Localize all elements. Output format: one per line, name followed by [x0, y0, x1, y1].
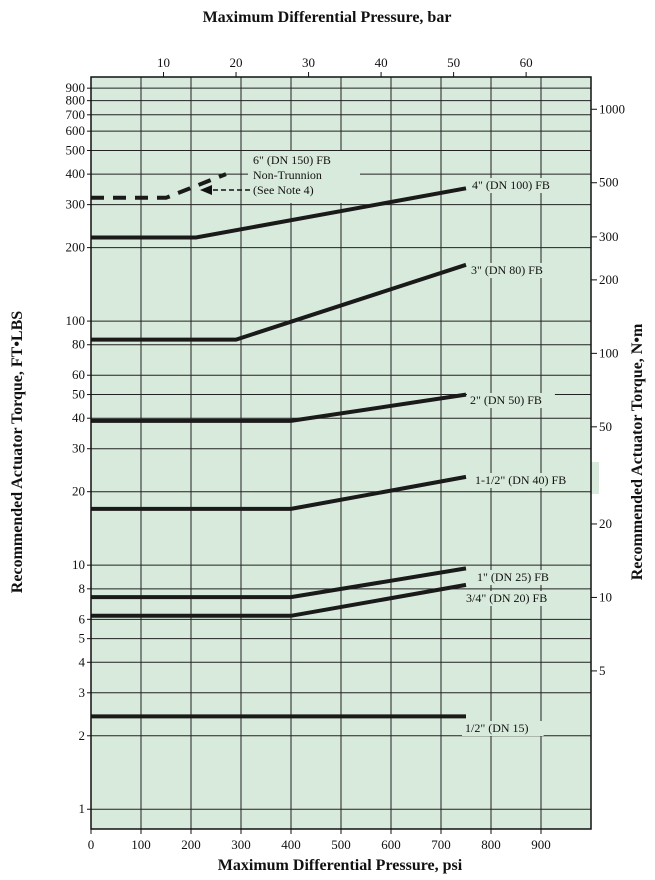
bar-tick-label: 60	[520, 55, 533, 70]
y-right-tick-label: 500	[599, 175, 619, 190]
y-left-tick-label: 8	[79, 581, 86, 596]
series-label: 4" (DN 100) FB	[472, 178, 550, 192]
annotation-line-1: 6" (DN 150) FB	[253, 153, 331, 167]
y-right-tick-label: 20	[599, 516, 612, 531]
y-right-tick-label: 5	[599, 663, 606, 678]
left-y-axis-title: Recommended Actuator Torque, FT•LBS	[9, 311, 26, 593]
x-tick-label: 500	[331, 837, 351, 852]
x-tick-label: 800	[481, 837, 501, 852]
annotation-arrow-head	[200, 185, 212, 195]
y-left-tick-label: 4	[79, 654, 86, 669]
bar-tick-label: 10	[157, 55, 170, 70]
bar-tick-label: 20	[230, 55, 243, 70]
bar-tick-label: 30	[302, 55, 315, 70]
plot-area-extension	[591, 462, 599, 494]
y-left-tick-label: 60	[72, 367, 85, 382]
series-label: 1" (DN 25) FB	[477, 570, 549, 584]
y-right-tick-label: 10	[599, 589, 612, 604]
y-left-tick-label: 3	[79, 685, 86, 700]
y-left-tick-label: 800	[66, 93, 86, 108]
series-label-bg	[462, 721, 544, 736]
y-right-tick-label: 300	[599, 229, 619, 244]
series-label: 3/4" (DN 20) FB	[466, 591, 547, 605]
series-label-bg	[469, 178, 564, 193]
series-label: 1/2" (DN 15)	[465, 721, 529, 735]
annotation-line-2: Non-Trunnion	[253, 168, 322, 182]
series-line	[91, 392, 467, 423]
series-line	[91, 186, 467, 240]
series-label: 2" (DN 50) FB	[470, 393, 542, 407]
y-left-tick-label: 300	[66, 197, 86, 212]
y-left-tick-label: 2	[79, 728, 86, 743]
y-left-tick-label: 600	[66, 123, 86, 138]
annotation-bg	[248, 151, 360, 203]
x-tick-label: 300	[231, 837, 251, 852]
right-y-axis-title: Recommended Actuator Torque, N•m	[629, 323, 646, 580]
plot-frame	[90, 76, 592, 830]
series-line	[91, 172, 227, 200]
series-label: 1-1/2" (DN 40) FB	[475, 473, 566, 487]
series-line	[91, 474, 467, 511]
y-left-tick-label: 1	[79, 801, 86, 816]
series-line	[91, 582, 467, 618]
y-left-tick-label: 200	[66, 240, 86, 255]
y-left-tick-label: 50	[72, 387, 85, 402]
series-lines	[91, 172, 467, 719]
y-right-tick-label: 100	[599, 345, 619, 360]
y-left-tick-label: 6	[79, 611, 86, 626]
y-left-tick-label: 100	[66, 313, 86, 328]
y-left-tick-label: 5	[79, 631, 86, 646]
x-tick-label: 200	[181, 837, 201, 852]
y-left-tick-label: 400	[66, 166, 86, 181]
x-tick-label: 600	[381, 837, 401, 852]
series-label: 3" (DN 80) FB	[471, 263, 543, 277]
series-labels: 1/2" (DN 15) 3/4" (DN 20) FB 1" (DN 25) FB…	[200, 151, 586, 736]
y-left-tick-label: 40	[72, 410, 85, 425]
y-left-tick-label: 900	[66, 80, 86, 95]
x-tick-label: 0	[88, 837, 95, 852]
x-tick-label: 400	[281, 837, 301, 852]
series-label-bg	[463, 591, 564, 606]
series-label-bg	[468, 263, 556, 278]
y-left-tick-label: 20	[72, 484, 85, 499]
x-axis-title: Maximum Differential Pressure, psi	[218, 857, 463, 874]
y-right-tick-label: 200	[599, 272, 619, 287]
y-left-tick-label: 80	[72, 337, 85, 352]
y-right-tick-label: 1000	[599, 101, 625, 116]
series-label-bg	[472, 473, 586, 488]
series-line	[91, 262, 467, 342]
series-line	[91, 566, 467, 600]
series-label-bg	[474, 570, 562, 585]
y-left-tick-label: 700	[66, 107, 86, 122]
y-left-tick-label: 500	[66, 142, 86, 157]
bar-tick-label: 50	[447, 55, 460, 70]
series-label-bg	[467, 393, 555, 408]
y-left-tick-label: 30	[72, 441, 85, 456]
x-tick-label: 900	[531, 837, 551, 852]
x-tick-label: 100	[131, 837, 151, 852]
top-axis-title: Maximum Differential Pressure, bar	[203, 9, 452, 26]
y-left-tick-label: 10	[72, 557, 85, 572]
annotation-line-3: (See Note 4)	[253, 183, 314, 197]
y-right-tick-label: 50	[599, 419, 612, 434]
x-tick-label: 700	[431, 837, 451, 852]
bar-tick-label: 40	[375, 55, 388, 70]
